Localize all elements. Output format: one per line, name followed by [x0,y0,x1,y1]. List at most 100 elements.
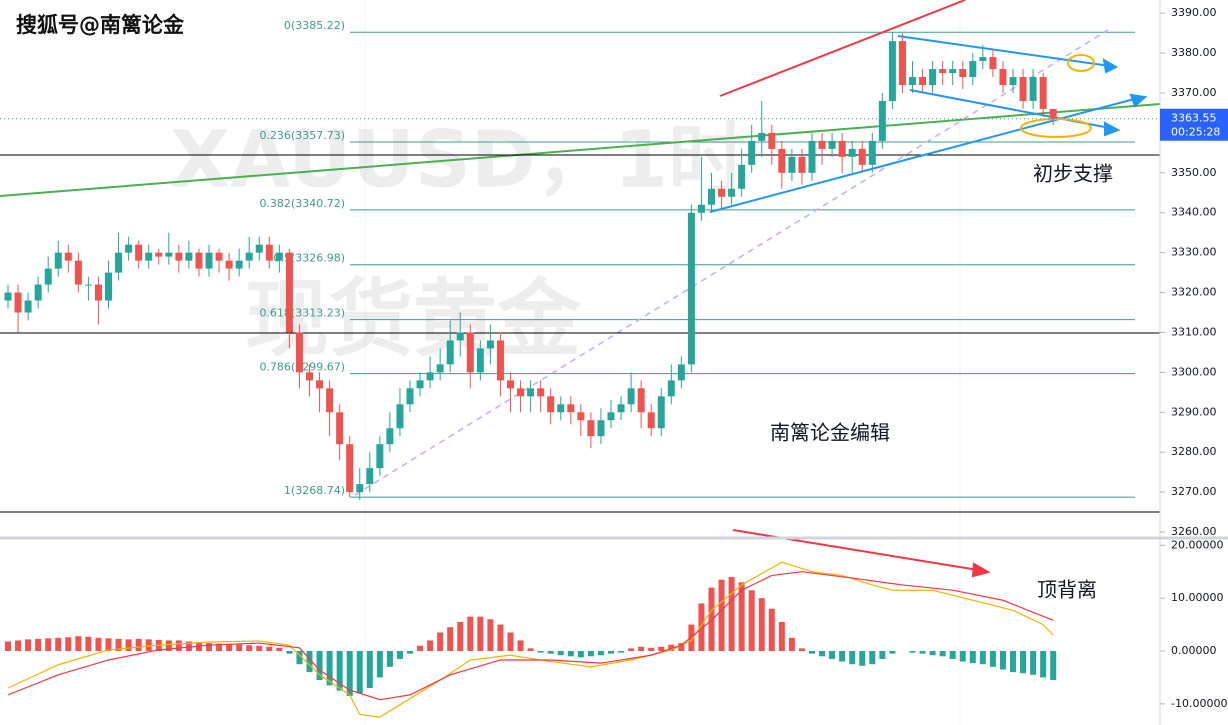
candle-body [858,148,866,165]
histogram-bar [708,587,715,651]
candle-body [346,444,354,493]
histogram-bar [175,640,182,651]
candle-body [265,244,273,261]
candle-body [738,164,746,189]
candle-body [386,428,394,445]
source-label: 搜狐号@南篱论金 [16,13,185,37]
histogram-bar [768,608,775,651]
y-tick-label: 3330.00 [1171,246,1217,259]
histogram-bar [798,648,805,651]
candle-body [255,244,263,253]
y-tick-label: 3310.00 [1171,325,1217,338]
histogram-bar [989,651,996,667]
histogram-bar [949,651,956,659]
histogram-bar [75,636,82,651]
macd-line [7,571,1054,701]
candle-body [959,69,967,78]
fib-label: 0.382(3340.72) [259,197,345,210]
candle-body [235,260,243,269]
last-price-label: 3363.55 [1171,112,1217,125]
histogram-bar [859,651,866,666]
histogram-bar [266,646,273,651]
candle-body [808,140,816,173]
histogram-bar [929,651,936,656]
histogram-bar [939,651,946,657]
histogram-bar [668,644,675,651]
histogram-bar [839,651,846,662]
histogram-bar [457,621,464,651]
candle-body [446,340,454,365]
candle-body [527,388,535,397]
trend-line [0,103,1161,197]
y-tick-label: 0.00000 [1171,644,1217,657]
candle-body [888,41,896,101]
candle-body [898,41,906,86]
histogram-bar [648,647,655,651]
y-tick-label: 3370.00 [1171,86,1217,99]
histogram-bar [829,651,836,659]
histogram-bar [748,590,755,651]
histogram-bar [376,651,383,678]
histogram-bar [1020,651,1027,674]
candle-body [145,252,153,261]
candle-body [406,388,414,405]
histogram-bar [125,639,132,651]
histogram-bar [909,651,916,653]
histogram-bar [698,603,705,651]
histogram-bar [417,645,424,651]
candle-body [607,412,615,421]
candle-body [14,292,22,313]
histogram-bar [306,651,313,673]
highlight-ellipse [1020,118,1092,138]
candle-body [637,388,645,413]
candle-body [185,252,193,261]
histogram-bar [979,651,986,665]
histogram-bar [809,651,815,654]
fib-label: 0.618(3313.23) [259,307,345,320]
histogram-bar [628,648,635,651]
candle-body [366,468,374,485]
candle-body [356,484,364,493]
candle-body [677,364,685,381]
histogram-bar [688,624,695,651]
arrow-head [1129,93,1148,108]
histogram-bar [1030,651,1037,675]
candle-body [567,404,575,413]
histogram-bar [145,639,152,651]
candle-body [627,388,635,405]
drawings [0,0,1161,578]
candle-body [205,252,213,269]
candle-body [225,260,233,269]
histogram-bar [15,640,22,651]
candle-body [175,252,183,261]
candle-body [758,132,766,141]
histogram-bar [336,651,343,691]
histogram-bar [95,637,102,651]
candle-body [245,252,253,261]
fib-label: 0.236(3357.73) [259,129,345,142]
candle-body [848,148,856,157]
histogram-bar [919,651,926,654]
histogram-bar [487,619,494,651]
candle-body [989,57,997,70]
candle-body [135,244,143,261]
candle-body [838,140,846,157]
candle-body [476,348,484,373]
histogram-bar [386,651,393,667]
candle-body [34,284,42,301]
candle-body [54,252,62,269]
candle-body [557,404,565,413]
y-tick-label: 3260.00 [1171,525,1217,538]
y-tick-label: 3390.00 [1171,6,1217,19]
histogram-bar [356,651,363,694]
macd-line [7,561,1054,718]
candle-body [306,372,313,381]
histogram-bar [718,579,725,651]
candle-body [275,252,283,261]
histogram-bar [999,651,1006,670]
candle-body [195,252,203,269]
candle-body [466,332,474,373]
candle-body [326,388,334,413]
trend-line [719,0,966,97]
